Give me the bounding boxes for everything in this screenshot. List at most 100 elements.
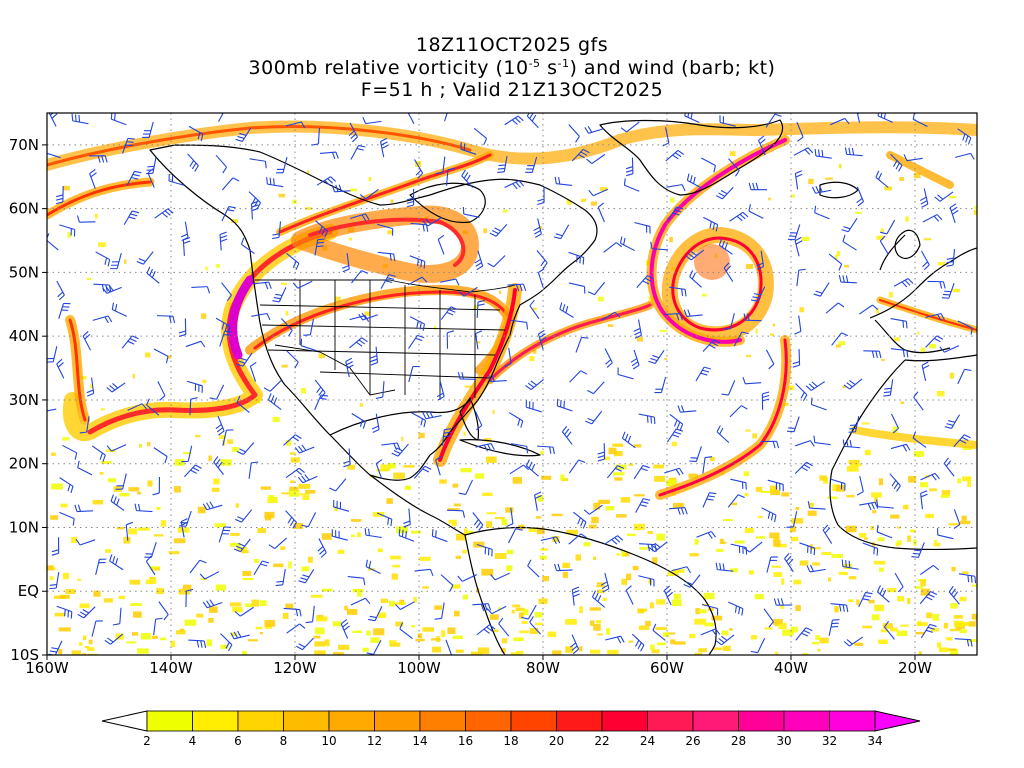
vorticity-speckle: [900, 624, 909, 627]
wind-barb: [944, 414, 960, 429]
vorticity-speckle: [795, 506, 800, 511]
wind-barbs: [47, 113, 977, 655]
wind-barb: [58, 302, 71, 319]
vorticity-speckle: [118, 595, 126, 600]
colorbar-label: 18: [503, 734, 518, 748]
vorticity-speckle: [925, 513, 934, 519]
lat-tick-label: 70N: [9, 136, 39, 154]
vorticity-speckle: [229, 542, 241, 547]
vorticity-speckle: [83, 635, 87, 641]
vorticity-speckle: [592, 556, 597, 561]
vorticity-speckle: [694, 652, 703, 655]
north-atlantic-arc-core: [649, 138, 787, 344]
vorticity-speckle: [289, 452, 296, 455]
wind-barb: [843, 636, 863, 647]
wind-barb: [507, 528, 523, 544]
vorticity-speckle: [539, 555, 547, 560]
vorticity-speckle: [359, 403, 363, 407]
vorticity-speckle: [137, 648, 149, 654]
wind-barb: [728, 158, 740, 177]
vorticity-speckle: [698, 648, 707, 653]
colorbar-swatch: [237, 710, 284, 732]
lon-tick-label: 40W: [774, 659, 808, 677]
wind-barb: [588, 188, 609, 197]
vorticity-speckle: [481, 492, 493, 497]
wind-barb: [349, 337, 368, 349]
wind-barb: [842, 439, 861, 449]
wind-barb: [727, 494, 745, 508]
wind-barb: [719, 115, 736, 127]
vorticity-speckle: [377, 612, 387, 618]
vorticity-speckle: [920, 347, 925, 353]
vorticity-speckle: [485, 521, 493, 528]
vorticity-speckle: [810, 505, 814, 508]
vorticity-speckle: [321, 533, 332, 540]
vorticity-speckle: [579, 606, 583, 614]
vorticity-speckle: [689, 633, 696, 639]
vorticity-speckle: [231, 219, 238, 223]
vorticity-speckle: [948, 523, 959, 526]
vorticity-speckle: [638, 625, 650, 630]
vorticity-speckle: [128, 528, 138, 535]
wind-barb: [553, 224, 570, 240]
vorticity-speckle: [89, 384, 93, 389]
wind-barb: [457, 372, 477, 380]
wind-barb: [948, 585, 960, 605]
wind-barb: [440, 306, 458, 320]
vorticity-speckle: [259, 632, 263, 635]
vorticity-speckle: [975, 618, 977, 621]
vorticity-speckle: [395, 621, 404, 627]
vorticity-speckle: [318, 353, 326, 359]
vorticity-speckle: [229, 532, 240, 536]
vorticity-speckle: [366, 630, 371, 636]
vorticity-speckle: [949, 648, 959, 655]
vorticity-speckle: [711, 615, 723, 621]
vorticity-speckle: [832, 484, 840, 491]
canada-band-core: [278, 153, 492, 234]
vorticity-speckle: [920, 588, 931, 596]
wind-barb: [621, 431, 636, 449]
wind-barb: [568, 533, 588, 545]
vorticity-speckle: [528, 528, 537, 533]
wind-barb: [458, 286, 478, 297]
vorticity-speckle: [899, 176, 904, 181]
wind-barb: [666, 184, 686, 192]
vorticity-speckle: [128, 487, 140, 492]
vorticity-speckle: [413, 597, 417, 603]
vorticity-speckle: [49, 576, 54, 581]
wind-barb: [51, 537, 60, 556]
atlantic-cutoff-core: [671, 236, 763, 332]
vorticity-speckle: [60, 503, 68, 508]
vorticity-speckle: [242, 577, 254, 581]
vorticity-speckle: [933, 539, 937, 543]
vorticity-speckle: [103, 598, 113, 603]
wind-barb: [298, 569, 315, 584]
wind-barb: [121, 335, 139, 349]
vorticity-speckle: [926, 612, 933, 619]
vorticity-speckle: [772, 323, 776, 327]
vorticity-speckle: [352, 630, 363, 634]
wind-barb: [191, 286, 211, 294]
vorticity-speckle: [540, 450, 544, 455]
vorticity-speckle: [529, 628, 539, 634]
wind-barb: [91, 620, 103, 637]
vorticity-speckle: [337, 644, 350, 650]
wind-barb: [949, 203, 959, 224]
vorticity-speckle: [273, 563, 284, 568]
wind-barb: [331, 529, 348, 541]
wind-barb: [883, 379, 894, 397]
uk-coast: [894, 229, 921, 259]
wind-barb: [422, 410, 442, 420]
wind-barb: [47, 152, 61, 159]
vorticity-speckle: [455, 649, 464, 653]
colorbar-label: 14: [412, 734, 427, 748]
vorticity-speckle: [439, 479, 447, 484]
vorticity-speckle: [730, 568, 738, 573]
wind-barb: [686, 173, 702, 189]
colorbar-swatch: [328, 710, 375, 732]
vorticity-speckle: [801, 236, 810, 242]
wind-barb: [890, 348, 909, 358]
vorticity-speckle: [807, 510, 817, 516]
vorticity-speckle: [704, 622, 715, 627]
vorticity-speckle: [170, 640, 176, 648]
